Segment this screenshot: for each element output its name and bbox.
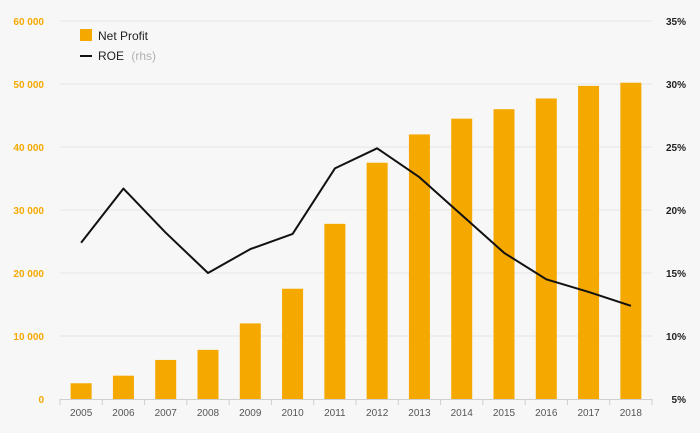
legend: Net Profit ROE (rhs) <box>80 29 156 63</box>
left-tick-label: 30 000 <box>13 206 44 217</box>
x-tick-label: 2009 <box>239 408 262 419</box>
net-profit-bar <box>578 85 600 399</box>
x-tick-label: 2011 <box>324 408 346 419</box>
net-profit-bar <box>70 383 92 399</box>
right-axis-ticks: 5% 10% 15% 20% 25% 30% 35% <box>666 17 686 406</box>
legend-roe-label: ROE (rhs) <box>98 49 156 63</box>
roe-line <box>80 147 632 307</box>
right-tick-label: 15% <box>666 269 686 280</box>
x-tick-label: 2007 <box>155 408 178 419</box>
x-tick-label: 2015 <box>493 408 516 419</box>
left-axis-ticks: 0 10 000 20 000 30 000 40 000 50 000 60 000 <box>13 17 44 406</box>
net-profit-bar <box>239 323 261 399</box>
net-profit-bar <box>112 375 134 399</box>
x-tick-label: 2010 <box>281 408 304 419</box>
right-tick-label: 30% <box>666 80 686 91</box>
x-tick-label: 2008 <box>197 408 220 419</box>
legend-roe-suffix: (rhs) <box>131 49 156 63</box>
x-tick-label: 2013 <box>408 408 431 419</box>
net-profit-bar <box>451 118 473 400</box>
legend-net-profit-swatch <box>80 29 92 41</box>
x-tick-label: 2016 <box>535 408 558 419</box>
right-tick-label: 5% <box>672 395 687 406</box>
net-profit-bar <box>197 349 219 399</box>
left-tick-label: 60 000 <box>13 17 44 28</box>
legend-net-profit-label: Net Profit <box>98 29 149 43</box>
net-profit-bar <box>493 109 515 399</box>
x-tick-label: 2012 <box>366 408 389 419</box>
net-profit-bar <box>620 82 642 400</box>
right-tick-label: 35% <box>666 17 686 28</box>
left-tick-label: 20 000 <box>13 269 44 280</box>
right-tick-label: 10% <box>666 332 686 343</box>
gridlines <box>60 20 652 337</box>
left-tick-label: 50 000 <box>13 80 44 91</box>
left-tick-label: 10 000 <box>13 332 44 343</box>
x-tick-label: 2014 <box>451 408 474 419</box>
x-axis-ticks: 2005 2006 2007 2008 2009 2010 2011 2012 2013 2014… <box>59 399 653 419</box>
net-profit-bar <box>535 98 557 400</box>
net-profit-bar <box>282 288 304 399</box>
right-tick-label: 25% <box>666 143 686 154</box>
net-profit-bar <box>324 223 346 399</box>
x-tick-label: 2006 <box>112 408 135 419</box>
net-profit-bars <box>70 82 642 400</box>
x-tick-label: 2017 <box>577 408 600 419</box>
legend-roe-name: ROE <box>98 49 124 63</box>
net-profit-bar <box>155 359 177 399</box>
left-tick-label: 40 000 <box>13 143 44 154</box>
net-profit-bar <box>366 162 388 399</box>
right-tick-label: 20% <box>666 206 686 217</box>
x-tick-label: 2018 <box>620 408 643 419</box>
left-tick-label: 0 <box>38 395 44 406</box>
net-profit-bar <box>408 134 430 399</box>
x-tick-label: 2005 <box>70 408 93 419</box>
